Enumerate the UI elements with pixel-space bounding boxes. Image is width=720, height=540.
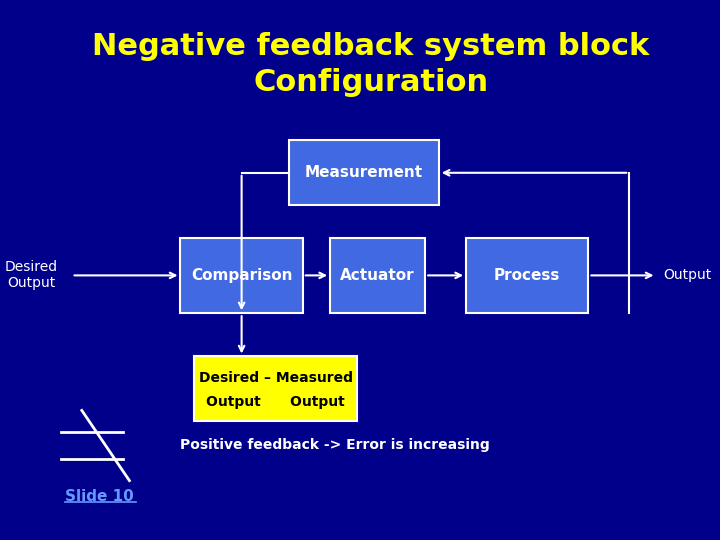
FancyBboxPatch shape (181, 238, 303, 313)
Text: Output: Output (663, 268, 711, 282)
FancyBboxPatch shape (330, 238, 426, 313)
Text: Positive feedback -> Error is increasing: Positive feedback -> Error is increasing (181, 438, 490, 453)
Text: Actuator: Actuator (341, 268, 415, 283)
Text: Output      Output: Output Output (206, 395, 345, 409)
Text: Comparison: Comparison (191, 268, 292, 283)
Text: Slide 10: Slide 10 (65, 489, 133, 504)
FancyBboxPatch shape (194, 356, 357, 421)
FancyBboxPatch shape (289, 140, 438, 205)
Text: Measurement: Measurement (305, 165, 423, 180)
Text: Process: Process (494, 268, 560, 283)
Text: Desired
Output: Desired Output (5, 260, 58, 291)
Text: Desired – Measured: Desired – Measured (199, 371, 353, 385)
FancyBboxPatch shape (466, 238, 588, 313)
Text: Negative feedback system block
Configuration: Negative feedback system block Configura… (92, 32, 649, 97)
